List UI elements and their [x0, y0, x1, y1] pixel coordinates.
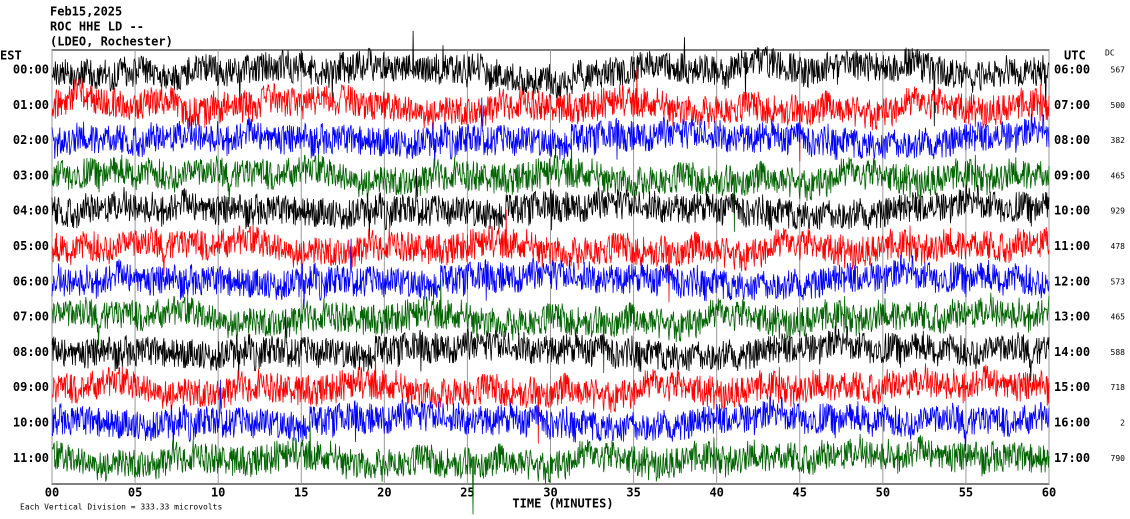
- trace: [51, 167, 1050, 239]
- trace: [51, 97, 1050, 169]
- utc-label: 16:00: [1054, 416, 1090, 430]
- est-label: 00:00: [13, 63, 49, 77]
- dc-value: 929: [1111, 207, 1126, 216]
- dc-value: 567: [1111, 66, 1126, 75]
- trace: [51, 280, 1050, 374]
- trace: [51, 30, 1050, 127]
- x-tick-label: 00: [45, 486, 59, 500]
- dc-header: DC: [1105, 49, 1115, 58]
- x-tick-label: 40: [709, 486, 723, 500]
- footnote: Each Vertical Division = 333.33 microvol…: [20, 503, 222, 512]
- trace: [51, 350, 1050, 444]
- est-label: 08:00: [13, 345, 49, 359]
- x-tick-label: 45: [793, 486, 807, 500]
- est-label: 02:00: [13, 133, 49, 147]
- utc-label: 13:00: [1054, 310, 1090, 324]
- left-header: EST: [0, 49, 22, 63]
- utc-label: 17:00: [1054, 451, 1090, 465]
- est-label: 09:00: [13, 380, 49, 394]
- dc-value: 465: [1111, 313, 1126, 322]
- trace: [51, 309, 1050, 381]
- x-tick-label: 30: [543, 486, 557, 500]
- utc-label: 15:00: [1054, 380, 1090, 394]
- trace: [51, 379, 1050, 452]
- x-tick-label: 60: [1042, 486, 1056, 500]
- dc-value: 382: [1111, 136, 1126, 145]
- x-tick-label: 50: [876, 486, 890, 500]
- est-label: 07:00: [13, 310, 49, 324]
- x-tick-label: 25: [460, 486, 474, 500]
- utc-label: 08:00: [1054, 133, 1090, 147]
- est-label: 06:00: [13, 274, 49, 288]
- x-tick-label: 20: [377, 486, 391, 500]
- dc-value: 588: [1111, 348, 1126, 357]
- title-line: ROC HHE LD --: [50, 20, 144, 34]
- trace: [51, 421, 1050, 515]
- utc-label: 09:00: [1054, 168, 1090, 182]
- est-label: 04:00: [13, 204, 49, 218]
- dc-value: 478: [1111, 242, 1126, 251]
- dc-value: 573: [1111, 277, 1126, 286]
- est-label: 01:00: [13, 98, 49, 112]
- x-tick-label: 15: [294, 486, 308, 500]
- est-label: 10:00: [13, 416, 49, 430]
- x-tick-label: 55: [959, 486, 973, 500]
- x-tick-label: 10: [211, 486, 225, 500]
- est-label: 05:00: [13, 239, 49, 253]
- title-line: Feb15,2025: [50, 5, 122, 19]
- utc-label: 06:00: [1054, 63, 1090, 77]
- utc-label: 12:00: [1054, 274, 1090, 288]
- trace: [51, 209, 1050, 303]
- x-tick-label: 05: [128, 486, 142, 500]
- dc-value: 718: [1111, 383, 1126, 392]
- dc-value: 500: [1111, 101, 1126, 110]
- utc-label: 10:00: [1054, 204, 1090, 218]
- utc-label: 11:00: [1054, 239, 1090, 253]
- x-tick-label: 35: [626, 486, 640, 500]
- right-header: UTC: [1064, 49, 1086, 63]
- trace: [51, 238, 1050, 310]
- est-label: 11:00: [13, 451, 49, 465]
- x-label: TIME (MINUTES): [512, 497, 613, 511]
- trace: [51, 68, 1050, 162]
- utc-label: 07:00: [1054, 98, 1090, 112]
- title-line: (LDEO, Rochester): [50, 35, 173, 49]
- est-label: 03:00: [13, 168, 49, 182]
- trace: [51, 138, 1050, 232]
- dc-value: 465: [1111, 171, 1126, 180]
- dc-value: 790: [1111, 454, 1126, 463]
- dc-value: 2: [1120, 419, 1125, 428]
- utc-label: 14:00: [1054, 345, 1090, 359]
